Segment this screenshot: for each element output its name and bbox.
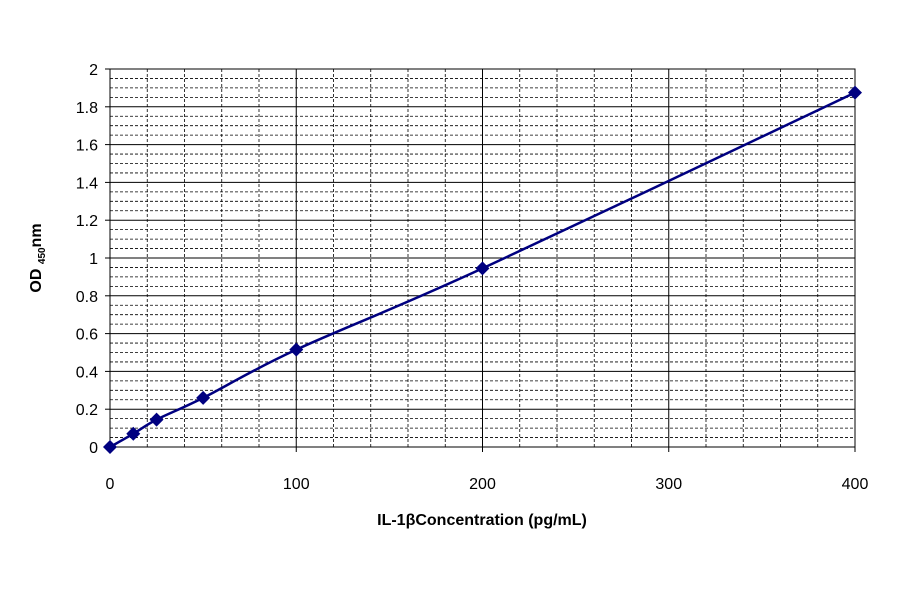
y-tick-label: 0.6 [76, 327, 98, 344]
y-tick-label: 0 [89, 440, 98, 457]
data-point-marker [475, 261, 490, 276]
y-axis-ticks: 0 0.2 0.4 0.6 0.8 1 1.2 1.4 1.6 1.8 2 [76, 62, 110, 457]
series-line [109, 91, 856, 449]
x-axis-ticks: 0 100 200 300 400 [106, 447, 869, 493]
x-axis-title: IL-1βConcentration (pg/mL) [377, 512, 587, 529]
x-tick-label: 200 [469, 476, 496, 493]
y-tick-label: 0.8 [76, 289, 98, 306]
x-tick-label: 300 [655, 476, 682, 493]
x-tick-label: 400 [842, 476, 869, 493]
y-tick-label: 1 [89, 251, 98, 268]
data-point-marker [289, 342, 304, 357]
series-layer [103, 85, 862, 454]
data-point-marker [196, 390, 211, 405]
data-point-marker [103, 440, 117, 454]
y-axis-title: OD 450nm [28, 223, 48, 292]
x-tick-label: 100 [283, 476, 310, 493]
y-tick-label: 0.4 [76, 364, 98, 381]
y-tick-label: 1.2 [76, 213, 98, 230]
y-tick-label: 0.2 [76, 402, 98, 419]
data-point-marker [848, 85, 862, 100]
y-tick-label: 1.4 [76, 175, 98, 192]
data-point-marker [126, 426, 141, 441]
y-tick-label: 1.6 [76, 138, 98, 155]
y-axis-title-suffix: nm [28, 223, 45, 247]
y-axis-title-subscript: 450 [37, 247, 48, 264]
x-tick-label: 0 [106, 476, 115, 493]
y-tick-label: 2 [89, 62, 98, 79]
y-axis-title-prefix: OD [28, 264, 45, 292]
data-point-marker [149, 412, 164, 427]
y-tick-label: 1.8 [76, 100, 98, 117]
